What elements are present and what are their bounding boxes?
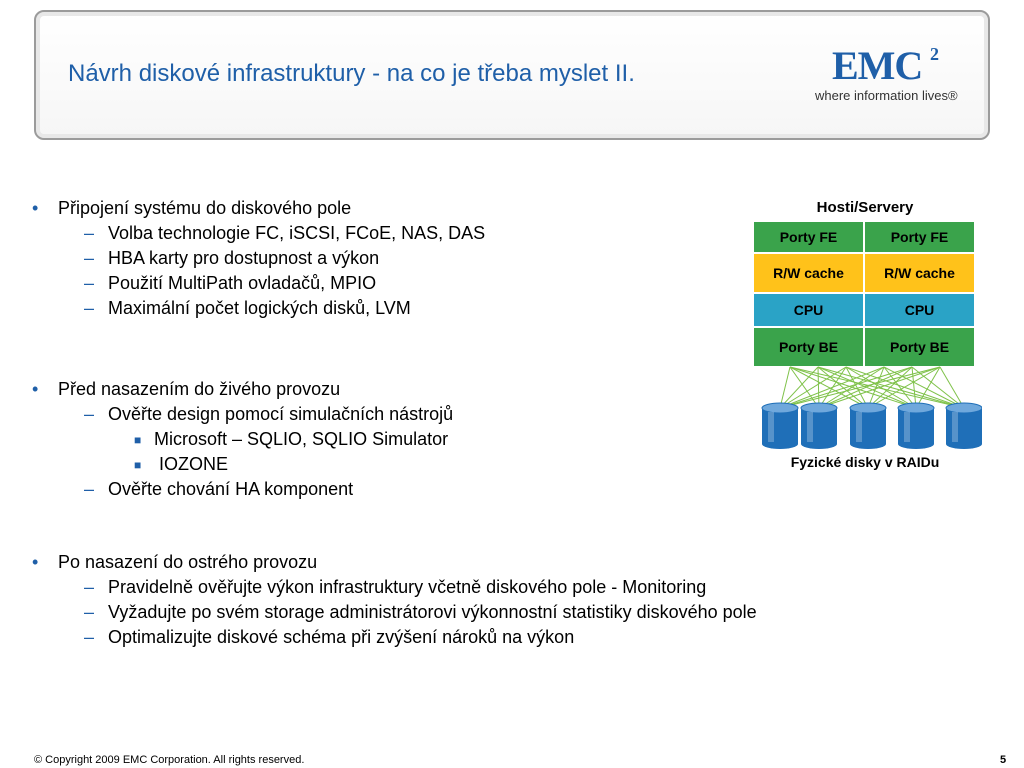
be-ports-cell: Porty BE [864,327,975,367]
connection-line [779,366,885,409]
connection-line [779,366,847,409]
dash-icon: – [84,298,95,318]
connection-line [779,366,913,409]
sub-bullet-item: – Použití MultiPath ovladačů, MPIO [30,271,850,296]
connection-line [779,366,819,409]
connection-line [845,366,917,409]
disk-icon [897,402,935,449]
copyright: © Copyright 2009 EMC Corporation. All ri… [34,754,305,766]
connection-line [867,366,913,409]
bullet-dot-icon: • [32,198,39,218]
emc-logo: EMC 2 where information lives® [812,43,962,106]
bullet-item: • Před nasazením do živého provozu [30,377,850,402]
sub-bullet-item: – Volba technologie FC, iSCSI, FCoE, NAS,… [30,221,850,246]
sub-sub-bullet-item: ■ Microsoft – SQLIO, SQLIO Simulator [30,427,850,452]
logo-tagline: where information lives® [815,88,958,103]
grid-row-be: Porty BE Porty BE [753,327,979,367]
connection-line [818,366,885,409]
connection-line [867,366,941,409]
connection-line [789,366,965,409]
title-banner [34,10,990,140]
connection-line [883,366,965,409]
bullet-list: • Připojení systému do diskového pole – Vo… [30,196,850,650]
disk-icon [800,402,838,449]
grid-row-cache: R/W cache R/W cache [753,253,979,293]
connection-line [779,366,941,409]
square-bullet-icon: ■ [134,433,142,447]
connection-line [911,366,965,409]
connection-line [883,366,917,409]
sub-bullet-item: – Maximální počet logických disků, LVM [30,296,850,321]
connection-line [789,366,917,409]
controller-grid: Porty FE Porty FE R/W cache R/W cache CP… [753,221,979,367]
connection-line [867,366,885,409]
connection-line [915,366,941,409]
sub-bullet-item: – HBA karty pro dostupnost a výkon [30,246,850,271]
cache-cell: R/W cache [753,253,864,293]
square-bullet-icon: ■ [134,458,142,472]
sub-bullet-item: – Ověřte chování HA komponent [30,477,850,502]
connection-line [818,366,913,409]
fe-ports-cell: Porty FE [864,221,975,253]
be-ports-cell: Porty BE [753,327,864,367]
cache-cell: R/W cache [864,253,975,293]
connection-line [789,366,820,409]
sub-bullet-item: – Optimalizujte diskové schéma při zvýšen… [30,625,850,650]
disks-label: Fyzické disky v RAIDu [790,454,940,470]
dash-icon: – [84,602,95,622]
connection-line [845,366,869,409]
connection-line [817,366,820,409]
sub-bullet-item: – Vyžadujte po svém storage administrátor… [30,600,850,625]
dash-icon: – [84,273,95,293]
bullet-item: • Po nasazení do ostrého provozu [30,550,850,575]
logo-brand: EMC [832,43,923,88]
dash-icon: – [84,479,95,499]
bullet-item: • Připojení systému do diskového pole [30,196,850,221]
cpu-cell: CPU [864,293,975,327]
connection-line [939,366,965,409]
dash-icon: – [84,223,95,243]
disk-icon [849,402,887,449]
bullet-dot-icon: • [32,379,39,399]
cpu-cell: CPU [753,293,864,327]
connection-line [911,366,917,409]
dash-icon: – [84,577,95,597]
hosts-label: Hosti/Servery [816,199,914,216]
slide-title: Návrh diskové infrastruktury - na co je … [68,60,635,87]
grid-row-cpu: CPU CPU [753,293,979,327]
page-number: 5 [1000,754,1007,766]
logo-superscript: 2 [930,44,939,64]
bullet-dot-icon: • [32,552,39,572]
sub-sub-bullet-item: ■ IOZONE [30,452,850,477]
disk-icon [761,402,799,449]
dash-icon: – [84,404,95,424]
fe-ports-cell: Porty FE [753,221,864,253]
grid-row-fe: Porty FE Porty FE [753,221,979,253]
connection-line [789,366,869,409]
connection-line [817,366,917,409]
disk-icon [945,402,982,449]
sub-bullet-item: – Ověřte design pomocí simulačních nástro… [30,402,850,427]
dash-icon: – [84,248,95,268]
sub-bullet-item: – Pravidelně ověřujte výkon infrastruktur… [30,575,850,600]
connection-line [779,366,791,409]
connection-line [818,366,847,409]
dash-icon: – [84,627,95,647]
storage-array-diagram: Hosti/Servery Porty FE Porty FE R/W cach… [752,196,982,476]
connection-line [818,366,941,409]
connection-line [817,366,869,409]
connection-line [817,366,965,409]
connection-line [845,366,965,409]
